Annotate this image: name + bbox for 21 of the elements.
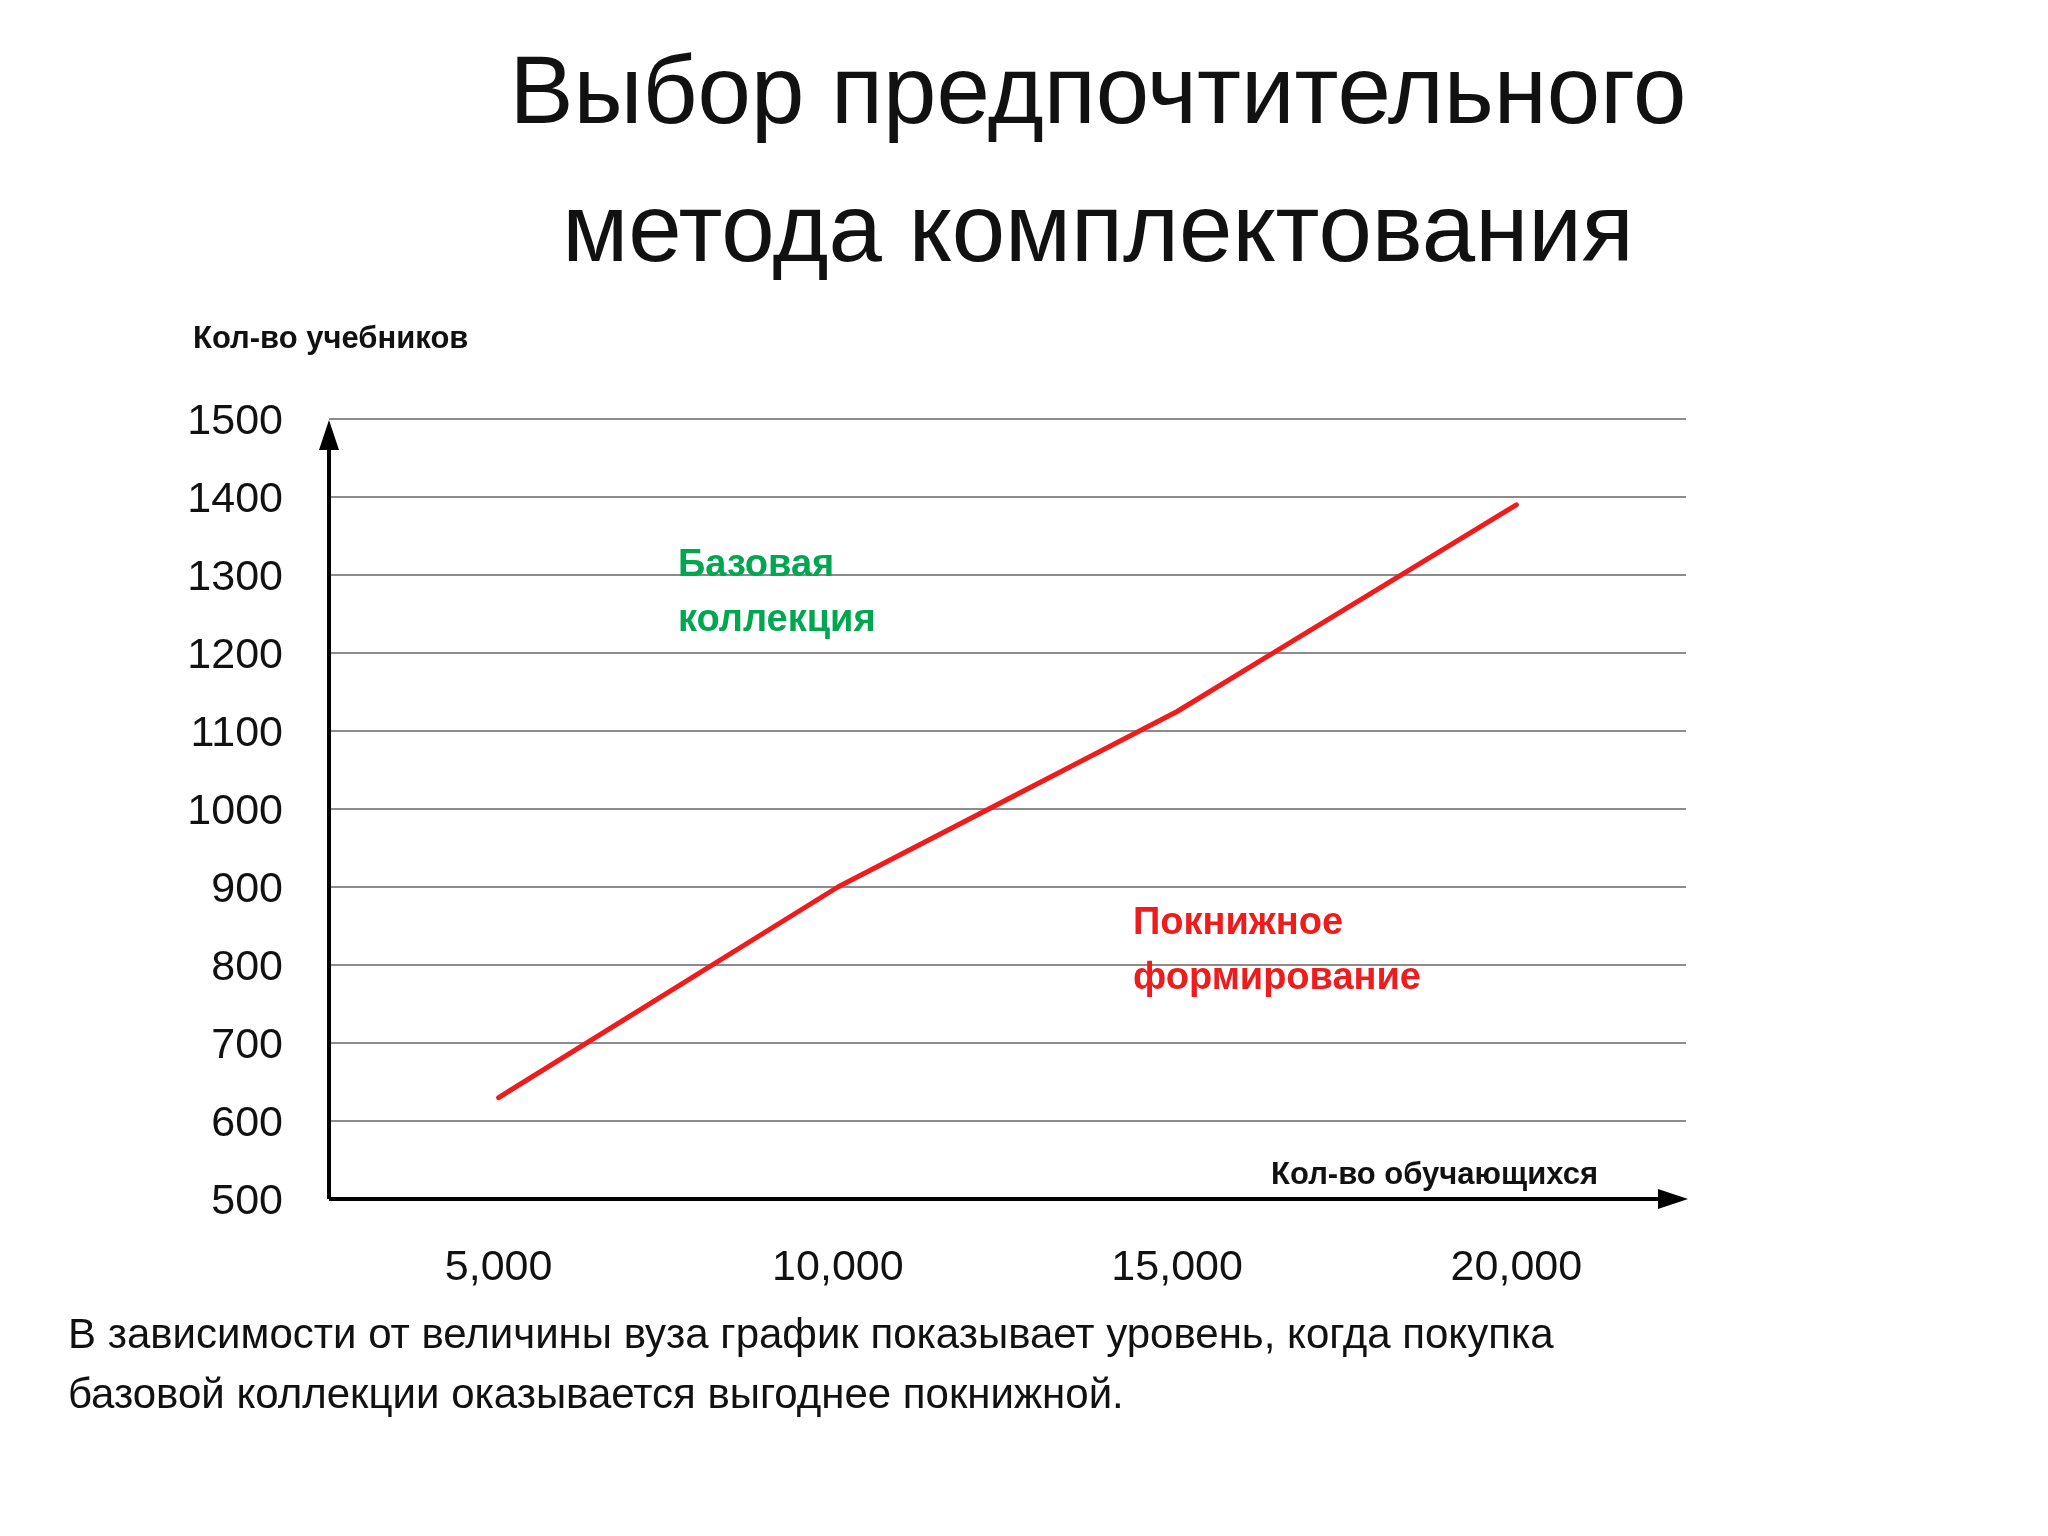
x-tick-label: 20,000: [1450, 1241, 1583, 1289]
y-tick-label: 1300: [187, 551, 283, 600]
x-tick-label: 5,000: [444, 1241, 553, 1289]
y-axis-title: Кол-во учебников: [193, 320, 469, 355]
x-axis-title: Кол-во обучающихся: [1271, 1156, 1598, 1191]
chart-title: Выбор предпочтительного метода комплектования: [509, 36, 1687, 281]
text: В зависимости от величины вуза график показывает уровень, когда покупка базовой коллекции оказывается выгоднее покнижной.: [68, 1310, 1555, 1417]
y-tick-label: 800: [211, 941, 283, 990]
y-tick-label: 1400: [187, 473, 283, 522]
y-tick-label: 1200: [187, 629, 283, 678]
y-tick-label: 900: [211, 863, 283, 912]
y-tick-label: 600: [211, 1097, 283, 1146]
y-tick-label: 1100: [190, 707, 283, 756]
annotation: Базовая коллекция: [678, 542, 876, 639]
annotation: Покнижное формирование: [1133, 900, 1422, 997]
x-tick-label: 15,000: [1111, 1241, 1243, 1289]
y-tick-label: 500: [211, 1175, 283, 1224]
y-tick-label: 1000: [187, 785, 283, 834]
x-tick-label: 10,000: [772, 1241, 904, 1289]
y-tick-label: 700: [211, 1019, 283, 1068]
y-tick-label: 1500: [187, 395, 283, 444]
